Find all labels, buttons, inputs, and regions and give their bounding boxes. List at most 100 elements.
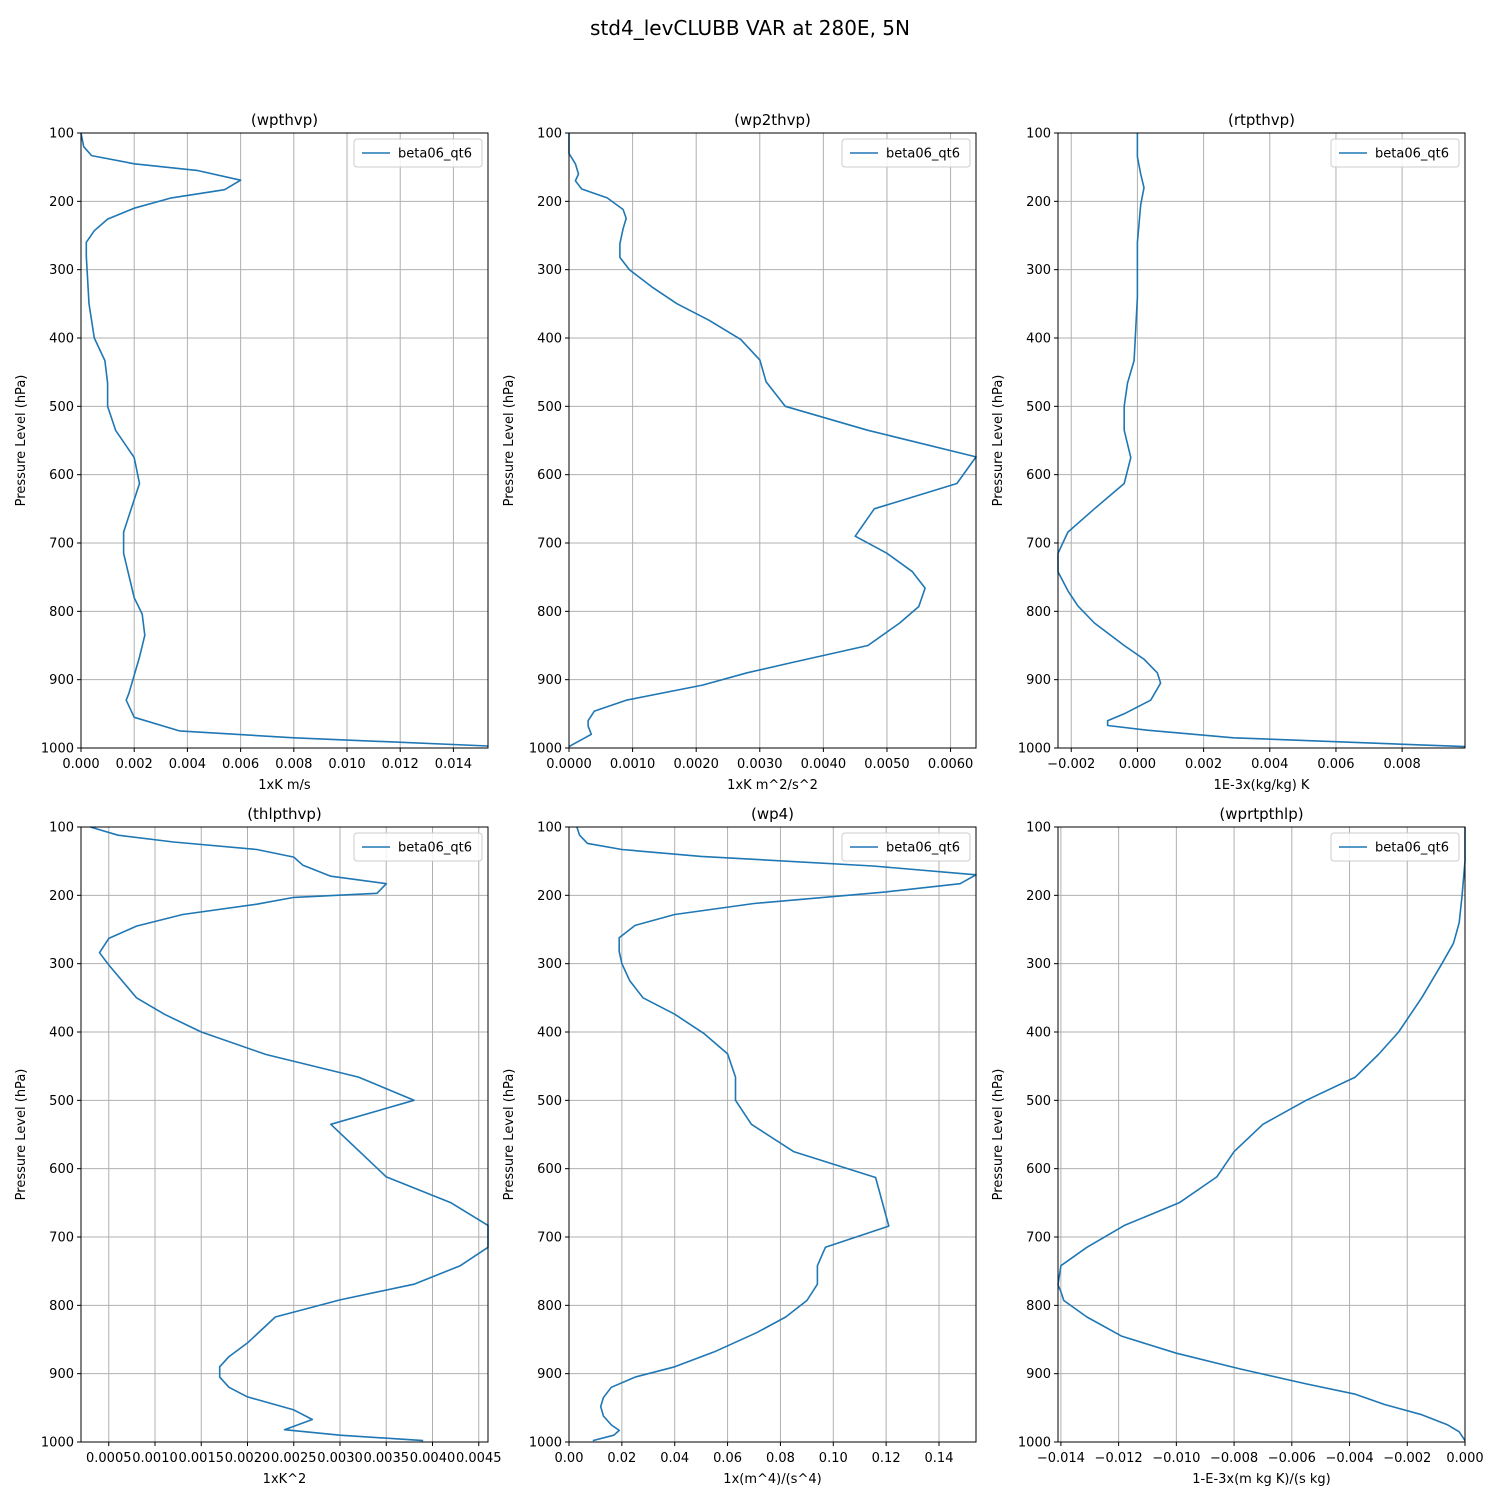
x-tick-label: 0.008: [1384, 757, 1421, 772]
y-tick-label: 500: [537, 1094, 562, 1109]
subplot-6: −0.014 −0.012 −0.010 −0.008 −0.006 −0.004 −0.0…: [991, 805, 1484, 1487]
x-tick-label: 0.0040: [410, 1451, 456, 1466]
y-tick-label: 1000: [41, 1436, 74, 1451]
y-tick-label: 300: [49, 263, 74, 278]
legend-box: [1330, 832, 1460, 862]
y-tick-label: 200: [1026, 195, 1051, 210]
x-tick-label: −0.012: [1095, 1451, 1143, 1466]
x-tick-label: 0.0060: [928, 757, 974, 772]
x-tick-label: 0.0010: [132, 1451, 178, 1466]
x-tick-label: 0.0020: [673, 757, 719, 772]
legend-label: beta06_qt6: [886, 841, 960, 856]
x-axis-label: 1x(m^4)/(s^4): [723, 1472, 821, 1487]
y-tick-label: 400: [537, 332, 562, 347]
y-tick-label: 1000: [529, 1436, 562, 1451]
subplot-title: (thlpthvp): [247, 805, 322, 823]
y-axis-label: Pressure Level (hPa): [14, 1069, 29, 1201]
y-tick-label: 700: [1026, 537, 1051, 552]
y-tick-label: 1000: [529, 742, 562, 757]
axes-frame: [1057, 132, 1466, 749]
x-tick-label: 0.0035: [364, 1451, 410, 1466]
y-axis-label: Pressure Level (hPa): [991, 1069, 1006, 1201]
x-tick-label: 0.002: [1185, 757, 1222, 772]
x-tick-label: 0.0005: [86, 1451, 132, 1466]
y-tick-label: 100: [1026, 821, 1051, 836]
legend-label: beta06_qt6: [398, 841, 472, 856]
y-tick-label: 700: [537, 1231, 562, 1246]
y-tick-label: 800: [49, 605, 74, 620]
y-tick-label: 200: [537, 889, 562, 904]
subplot-title: (wprtpthlp): [1219, 805, 1303, 823]
x-axis-label: 1E-3x(kg/kg) K: [1214, 778, 1310, 793]
y-tick-label: 700: [1026, 1231, 1051, 1246]
legend-box: [353, 832, 483, 862]
y-tick-label: 300: [1026, 957, 1051, 972]
subplot-5: 0.00 0.02 0.04 0.06 0.08 0.10 0.12 0.14 100 200 30…: [502, 805, 977, 1487]
legend-box: [353, 138, 483, 168]
x-tick-label: 0.04: [660, 1451, 689, 1466]
y-tick-label: 200: [1026, 889, 1051, 904]
x-tick-label: 0.006: [222, 757, 259, 772]
x-tick-label: −0.010: [1152, 1451, 1200, 1466]
y-tick-label: 1000: [1018, 742, 1051, 757]
x-tick-label: 0.0045: [456, 1451, 502, 1466]
y-tick-label: 800: [49, 1299, 74, 1314]
x-tick-label: 0.02: [607, 1451, 636, 1466]
y-tick-label: 400: [1026, 332, 1051, 347]
subplot-4: 0.0005 0.0010 0.0015 0.0020 0.0025 0.0030 0.00…: [14, 805, 502, 1487]
series-line-beta06_qt6: [568, 133, 977, 748]
x-tick-label: 0.000: [1446, 1451, 1483, 1466]
y-tick-label: 500: [537, 400, 562, 415]
y-tick-label: 600: [537, 1162, 562, 1177]
legend-label: beta06_qt6: [398, 147, 472, 162]
y-tick-label: 400: [49, 1026, 74, 1041]
x-axis-label: 1xK m/s: [258, 778, 311, 793]
y-axis-label: Pressure Level (hPa): [502, 375, 517, 507]
series-line-beta06_qt6: [1057, 827, 1466, 1442]
y-tick-label: 800: [537, 1299, 562, 1314]
x-tick-label: 0.012: [382, 757, 419, 772]
x-tick-label: 0.0025: [271, 1451, 317, 1466]
y-tick-label: 800: [1026, 1299, 1051, 1314]
y-axis-label: Pressure Level (hPa): [14, 375, 29, 507]
x-tick-label: 0.00: [555, 1451, 584, 1466]
x-tick-label: 0.10: [819, 1451, 848, 1466]
subplot-3: −0.002 0.000 0.002 0.004 0.006 0.008 100 200 300…: [991, 111, 1466, 793]
y-tick-label: 200: [537, 195, 562, 210]
legend-label: beta06_qt6: [886, 147, 960, 162]
subplot-title: (wp4): [751, 805, 794, 823]
x-tick-label: 0.08: [766, 1451, 795, 1466]
y-tick-label: 900: [1026, 673, 1051, 688]
x-tick-label: −0.002: [1383, 1451, 1431, 1466]
x-tick-label: 0.004: [169, 757, 206, 772]
y-tick-label: 900: [537, 673, 562, 688]
subplot-title: (wp2thvp): [734, 111, 811, 129]
y-tick-label: 100: [49, 127, 74, 142]
y-tick-label: 400: [49, 332, 74, 347]
y-tick-label: 1000: [41, 742, 74, 757]
y-tick-label: 100: [537, 821, 562, 836]
y-tick-label: 800: [537, 605, 562, 620]
y-tick-label: 700: [537, 537, 562, 552]
axes-frame: [80, 132, 489, 749]
y-tick-label: 700: [49, 537, 74, 552]
x-tick-label: 0.0030: [317, 1451, 363, 1466]
x-tick-label: 0.0020: [225, 1451, 271, 1466]
y-tick-label: 300: [49, 957, 74, 972]
y-tick-label: 300: [1026, 263, 1051, 278]
x-tick-label: 0.000: [62, 757, 99, 772]
x-tick-label: 0.002: [116, 757, 153, 772]
y-tick-label: 200: [49, 889, 74, 904]
series-line-beta06_qt6: [1057, 133, 1466, 748]
x-tick-label: 0.0030: [737, 757, 783, 772]
x-tick-label: 0.008: [275, 757, 312, 772]
x-tick-label: 0.014: [435, 757, 472, 772]
y-tick-label: 600: [49, 1162, 74, 1177]
x-tick-label: 0.0000: [546, 757, 592, 772]
y-tick-label: 100: [1026, 127, 1051, 142]
legend-box: [841, 138, 971, 168]
y-axis-label: Pressure Level (hPa): [502, 1069, 517, 1201]
y-tick-label: 900: [1026, 1367, 1051, 1382]
y-tick-label: 400: [1026, 1026, 1051, 1041]
